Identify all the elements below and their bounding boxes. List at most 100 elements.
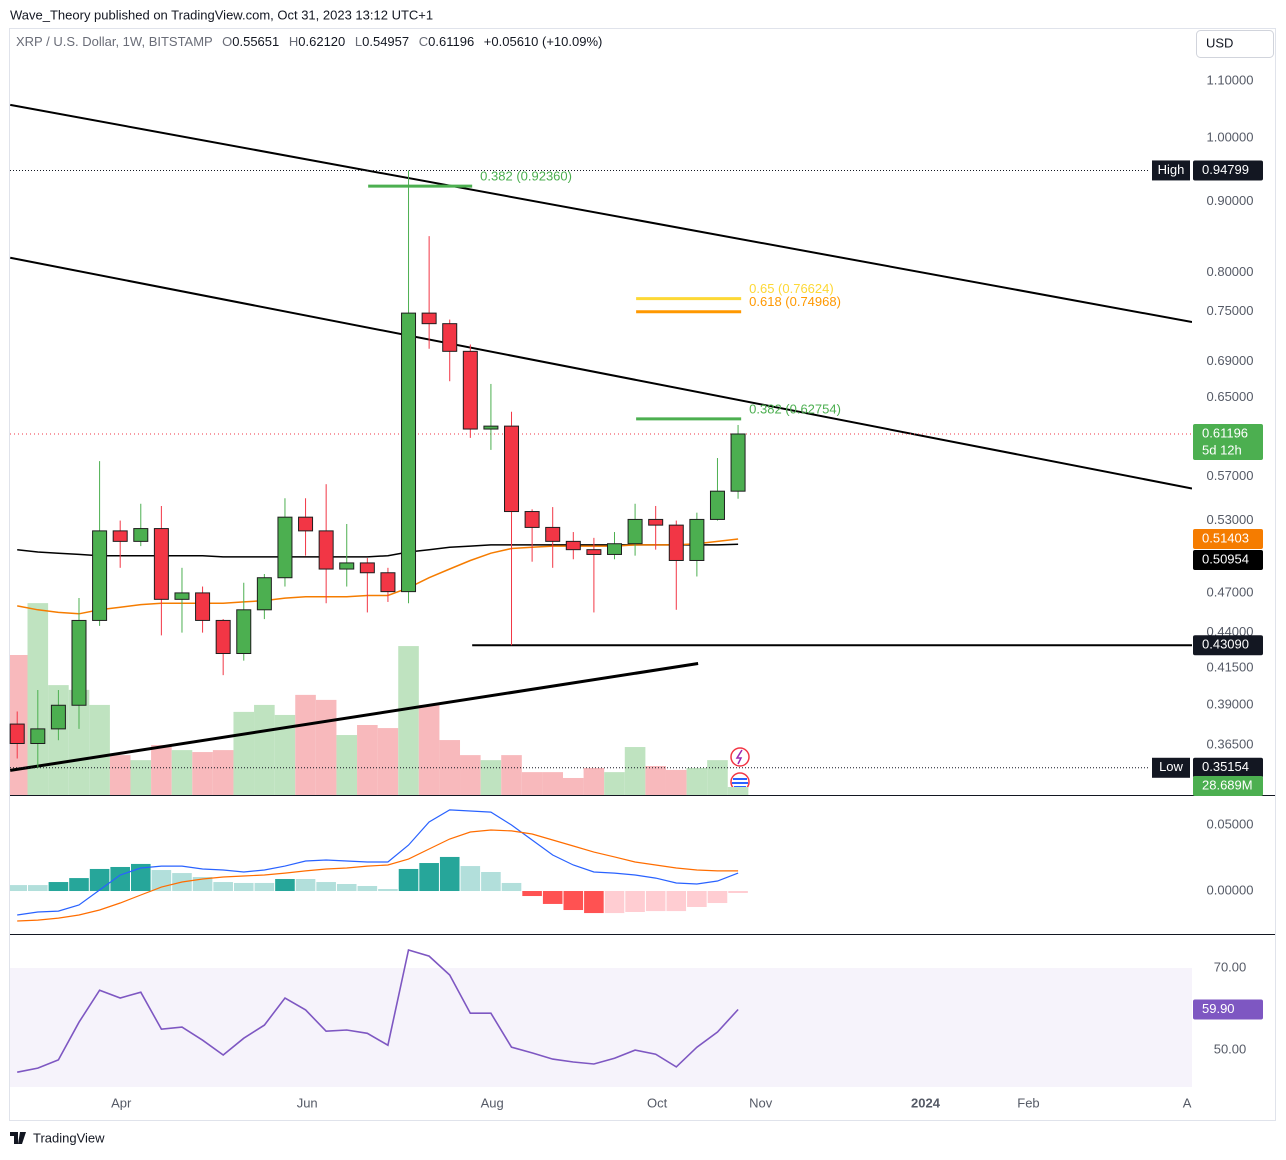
price-label: 0.50954 [1193,549,1263,570]
currency-button[interactable]: USD [1196,30,1274,58]
y-tick-label: 50.00 [1214,1042,1247,1057]
macd-histogram-bar [645,891,666,912]
price-label-text: 0.51403 [1202,530,1249,545]
candle-body [586,549,602,555]
macd-histogram-bar [233,882,254,892]
candle-body [709,490,725,520]
macd-histogram-bar [275,878,295,892]
y-tick-label: 0.57000 [1207,468,1254,483]
button-label[interactable]: USD [1206,35,1233,50]
change: +0.05610 (+10.09%) [484,34,603,49]
extreme-tag-box [1152,160,1190,181]
volume-bar [315,699,337,795]
macd-histogram-bar [728,891,748,893]
macd-histogram-bar [10,885,28,892]
volume-bar [68,689,90,795]
x-tick-label: Jun [297,1095,318,1110]
volume-bar [151,745,172,795]
macd-histogram-bar [48,882,69,892]
price-label-box [1193,423,1263,460]
candle-body [277,516,293,579]
x-tick-label: Nov [749,1095,773,1110]
y-tick-label: 0.41500 [1207,659,1254,674]
extreme-tag: High [1158,162,1185,177]
candle-body [195,592,211,621]
price-label-box [1193,549,1263,570]
price-label: 0.51403 [1193,528,1263,549]
button-frame[interactable] [1196,30,1274,58]
fib-label: 0.65 (0.76624) [749,281,834,296]
y-tick-label: 0.39000 [1207,697,1254,712]
fib-label: 0.618 (0.74968) [749,294,841,309]
price-label: 0.61196 5d 12h [1193,423,1263,460]
macd-histogram-bar [439,856,460,892]
volume-bar [254,704,275,795]
chart-frame [9,28,1276,1121]
candle-body [71,619,87,706]
macd-histogram-bar [130,863,151,892]
x-tick-label: Oct [647,1095,668,1110]
volume-bar [130,760,152,795]
macd-histogram-bar [151,870,172,892]
volume-bar [418,704,440,795]
macd-histogram-bar [481,871,501,892]
price-label-box [1193,776,1263,796]
trendline [10,662,699,772]
volume-bar [192,752,213,795]
y-tick-label: 0.65000 [1207,389,1254,404]
candle-body [565,540,581,551]
volume-bar [398,646,419,795]
ohlc-key: C [419,34,428,49]
candle-body [689,518,705,561]
macd-histogram-bar [213,882,233,892]
event-icon-glyph [735,749,743,765]
macd-histogram-bar [89,868,110,892]
candle-body [236,609,252,655]
price-label: 28.689M [1193,776,1263,796]
candle-body [462,350,478,430]
y-tick-label: 0.47000 [1207,584,1254,599]
price-label: 0.94799 [1193,160,1263,181]
y-tick-label: 0.90000 [1207,193,1254,208]
volume-bar [604,772,625,795]
symbol-line: XRP / U.S. Dollar, 1W, BITSTAMP O0.55651… [16,34,602,49]
price-label: 0.35154 [1193,757,1263,778]
y-tick-label: 0.69000 [1207,353,1254,368]
candle-body [153,528,169,600]
candle-body [545,526,561,542]
macd-histogram-bar [604,891,625,914]
volume-bar [665,769,687,795]
price-label: 0.43090 [1193,635,1263,656]
candle-body [112,530,128,542]
volume-bar [521,772,543,795]
ohlc-value: 0.62120 [298,34,345,49]
y-tick-label: 0.00000 [1207,882,1254,897]
volume-bar [686,767,708,795]
volume-bar [707,760,728,795]
ohlc-value: 0.54957 [362,34,409,49]
macd-line [17,809,739,916]
volume-bar [563,777,584,795]
x-tick-label: A [1183,1095,1192,1110]
x-tick-label: 2024 [911,1095,941,1110]
price-label-box [1193,528,1263,549]
publisher-line: Wave_Theory published on TradingView.com… [10,7,433,22]
y-tick-label: 70.00 [1214,959,1247,974]
volume-bar [583,767,605,795]
price-label: 59.90 [1193,999,1263,1020]
volume-bar [274,714,296,795]
candle-body [298,516,314,532]
macd-histogram-bar [69,878,89,892]
macd-histogram-bar [419,863,439,892]
y-tick-label: 0.75000 [1207,303,1254,318]
volume-bar [171,750,193,795]
macd-histogram-bar [666,891,687,912]
candle-body [359,562,375,574]
candle-body [627,518,643,545]
extreme-tag-box [1152,757,1190,778]
macd-histogram-bar [584,891,604,914]
candle-body [648,518,664,526]
ohlc-value: 0.55651 [232,34,279,49]
candle-body [256,577,272,611]
